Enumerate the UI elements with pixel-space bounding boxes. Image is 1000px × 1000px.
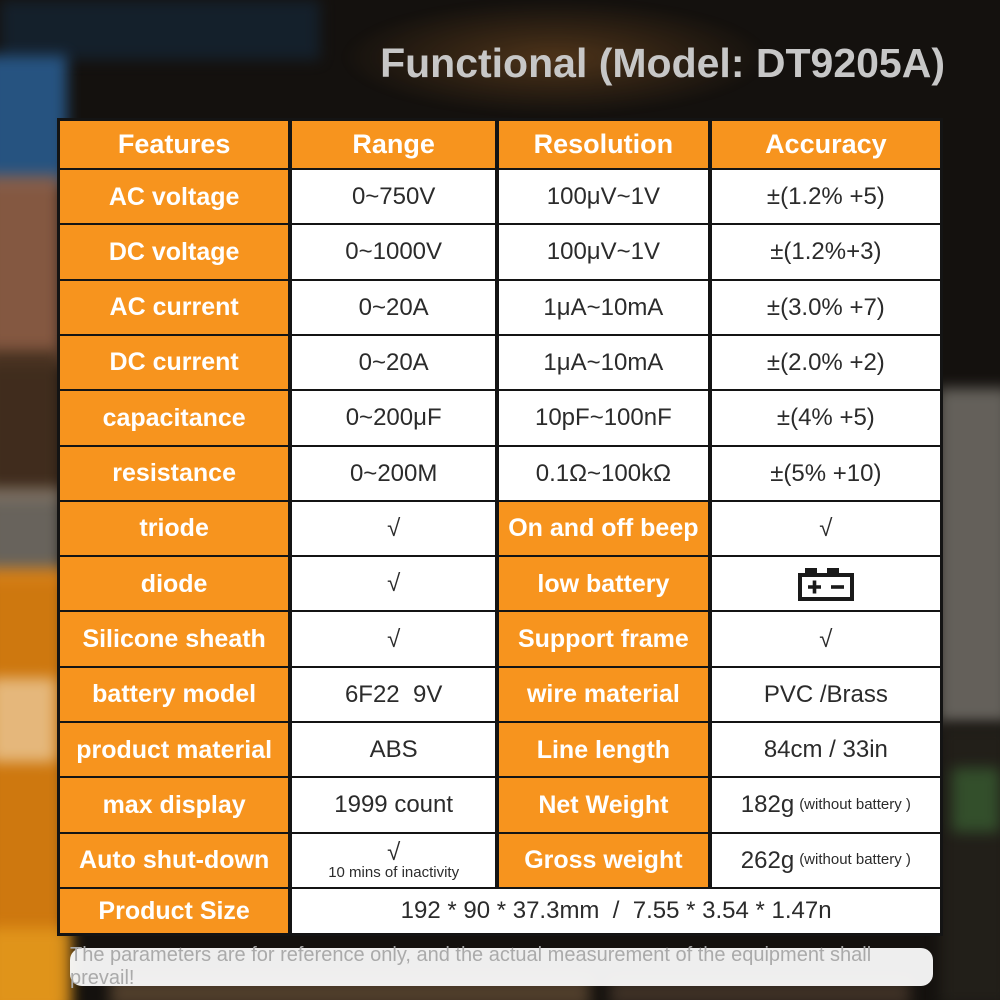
feature-label: Silicone sheath <box>60 612 289 666</box>
resolution-value: 100μV~1V <box>499 225 708 279</box>
feature-label: DC current <box>60 335 289 390</box>
page-title: Functional (Model: DT9205A) <box>380 40 945 86</box>
background-photo-region <box>0 350 61 500</box>
background-photo-region <box>0 55 67 185</box>
weight-note: (without battery ) <box>799 851 911 869</box>
product-size-value: 192 * 90 * 37.3mm / 7.55 * 3.54 * 1.47n <box>292 889 940 933</box>
column-header-resolution: Resolution <box>499 121 708 168</box>
column-header-accuracy: Accuracy <box>711 121 940 168</box>
feature-label: max display <box>60 778 289 832</box>
spec-value: 6F22 9V <box>292 667 496 722</box>
check-value: √ <box>292 612 496 666</box>
feature-label: AC current <box>60 280 289 334</box>
column-header-features: Features <box>60 121 289 168</box>
range-value: 0~750V <box>292 170 496 224</box>
weight-note: (without battery ) <box>799 796 911 814</box>
check-value: √ <box>387 838 401 866</box>
weight-value: 262g <box>740 846 795 874</box>
feature-label: On and off beep <box>499 501 708 556</box>
feature-label: Gross weight <box>499 833 708 887</box>
range-value: 0~200μF <box>292 391 496 445</box>
accuracy-value: ±(2.0% +2) <box>711 335 940 390</box>
feature-label: Product Size <box>60 889 289 933</box>
low-battery-cell <box>711 557 940 611</box>
accuracy-value: ±(1.2% +5) <box>711 170 940 224</box>
resolution-value: 1μA~10mA <box>499 335 708 390</box>
background-photo-region <box>938 388 1000 723</box>
spec-value: 1999 count <box>292 778 496 832</box>
spec-value-with-note: 182g (without battery ) <box>711 778 940 832</box>
accuracy-value: ±(1.2%+3) <box>711 225 940 279</box>
feature-label: battery model <box>60 667 289 722</box>
accuracy-value: ±(5% +10) <box>711 446 940 500</box>
feature-label: resistance <box>60 446 289 500</box>
range-value: 0~1000V <box>292 225 496 279</box>
feature-label: wire material <box>499 667 708 722</box>
accuracy-value: ±(3.0% +7) <box>711 280 940 334</box>
spec-value: 84cm / 33in <box>711 723 940 777</box>
spec-value-with-note: 262g (without battery ) <box>711 833 940 887</box>
feature-label: AC voltage <box>60 170 289 224</box>
spec-value: ABS <box>292 723 496 777</box>
auto-shutdown-note: 10 mins of inactivity <box>328 864 460 882</box>
background-photo-region <box>0 488 61 580</box>
accuracy-value: ±(4% +5) <box>711 391 940 445</box>
spec-value: PVC /Brass <box>711 667 940 722</box>
range-value: 0~200M <box>292 446 496 500</box>
feature-label: triode <box>60 501 289 556</box>
range-value: 0~20A <box>292 280 496 334</box>
check-value: √ <box>711 501 940 556</box>
range-value: 0~20A <box>292 335 496 390</box>
check-value-with-note: √ 10 mins of inactivity <box>292 833 496 887</box>
column-header-range: Range <box>292 121 496 168</box>
resolution-value: 10pF~100nF <box>499 391 708 445</box>
background-photo-region <box>0 678 56 762</box>
resolution-value: 100μV~1V <box>499 170 708 224</box>
spec-table: Features Range Resolution Accuracy AC vo… <box>57 118 943 936</box>
feature-label: diode <box>60 557 289 611</box>
background-photo-region <box>0 175 61 365</box>
feature-label: DC voltage <box>60 225 289 279</box>
disclaimer-note: The parameters are for reference only, a… <box>70 944 933 989</box>
feature-label: low battery <box>499 557 708 611</box>
check-value: √ <box>292 557 496 611</box>
feature-label: product material <box>60 723 289 777</box>
background-photo-region <box>0 0 320 60</box>
feature-label: capacitance <box>60 391 289 445</box>
feature-label: Net Weight <box>499 778 708 832</box>
feature-label: Auto shut-down <box>60 833 289 887</box>
background-photo-region <box>340 0 770 115</box>
feature-label: Support frame <box>499 612 708 666</box>
feature-label: Line length <box>499 723 708 777</box>
check-value: √ <box>292 501 496 556</box>
check-value: √ <box>711 612 940 666</box>
resolution-value: 0.1Ω~100kΩ <box>499 446 708 500</box>
weight-value: 182g <box>740 791 795 819</box>
resolution-value: 1μA~10mA <box>499 280 708 334</box>
background-photo-region <box>952 768 1000 832</box>
battery-icon <box>797 567 854 601</box>
background-photo-region <box>0 928 72 1000</box>
